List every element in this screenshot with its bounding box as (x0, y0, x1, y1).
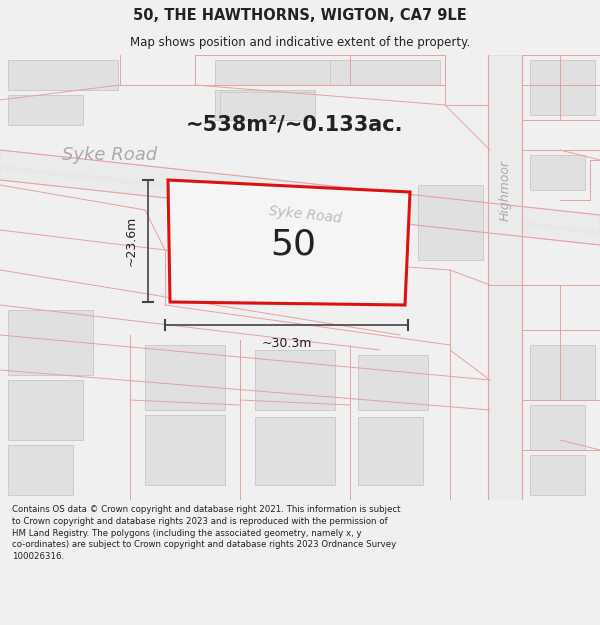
Bar (8, 95, 83, 125)
Text: 50: 50 (270, 228, 316, 262)
Bar (215, 60, 360, 85)
Bar (8, 380, 83, 440)
Bar (145, 415, 225, 485)
Polygon shape (168, 180, 410, 305)
Text: Contains OS data © Crown copyright and database right 2021. This information is : Contains OS data © Crown copyright and d… (12, 505, 401, 561)
Bar (418, 185, 483, 260)
Polygon shape (488, 55, 522, 500)
Bar (530, 60, 595, 115)
Bar (255, 350, 335, 410)
Bar (8, 310, 93, 375)
Text: ~30.3m: ~30.3m (262, 337, 311, 350)
Bar (530, 455, 585, 495)
Bar (358, 355, 428, 410)
Bar (530, 345, 595, 400)
Polygon shape (0, 150, 600, 245)
Text: Map shows position and indicative extent of the property.: Map shows position and indicative extent… (130, 36, 470, 49)
Bar (8, 445, 73, 495)
Bar (220, 92, 315, 120)
Text: Syke Road: Syke Road (62, 146, 157, 164)
Text: ~23.6m: ~23.6m (125, 216, 138, 266)
Text: 50, THE HAWTHORNS, WIGTON, CA7 9LE: 50, THE HAWTHORNS, WIGTON, CA7 9LE (133, 8, 467, 23)
Bar (215, 90, 315, 120)
Text: Syke Road: Syke Road (268, 204, 342, 226)
Bar (8, 60, 118, 90)
Bar (530, 405, 585, 450)
Text: Highmoor: Highmoor (499, 159, 511, 221)
Bar (255, 417, 335, 485)
Polygon shape (218, 195, 365, 290)
Bar (330, 60, 440, 85)
Bar (358, 417, 423, 485)
Bar (530, 155, 585, 190)
Polygon shape (0, 165, 600, 235)
Text: ~538m²/~0.133ac.: ~538m²/~0.133ac. (186, 115, 404, 135)
Bar (145, 345, 225, 410)
